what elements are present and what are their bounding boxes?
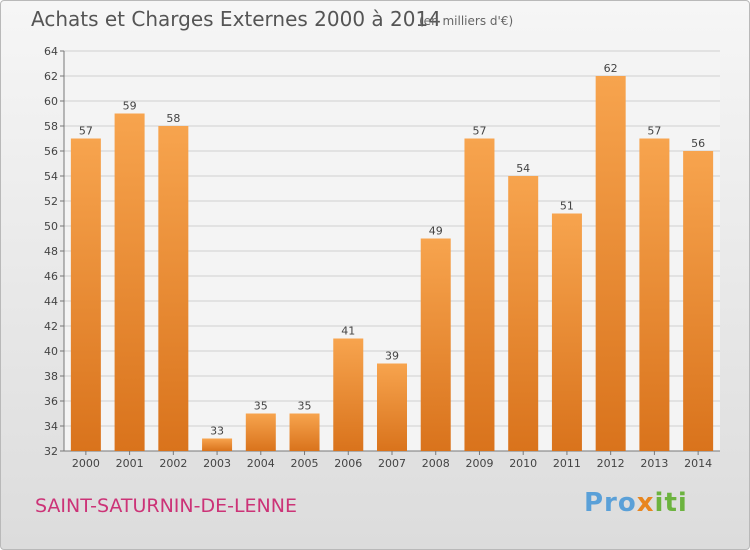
x-tick-label: 2006 bbox=[334, 457, 362, 470]
y-tick-label: 60 bbox=[44, 95, 58, 108]
x-tick-label: 2001 bbox=[116, 457, 144, 470]
x-tick-label: 2008 bbox=[422, 457, 450, 470]
x-tick-label: 2011 bbox=[553, 457, 581, 470]
bar-value-label: 58 bbox=[166, 112, 180, 125]
y-tick-label: 44 bbox=[44, 295, 58, 308]
bar-2014 bbox=[683, 151, 714, 451]
y-tick-label: 48 bbox=[44, 245, 58, 258]
y-tick-label: 54 bbox=[44, 170, 58, 183]
bar-value-label: 33 bbox=[210, 425, 224, 438]
y-tick-label: 50 bbox=[44, 220, 58, 233]
x-tick-label: 2010 bbox=[509, 457, 537, 470]
bar-2010 bbox=[508, 176, 539, 451]
y-tick-label: 40 bbox=[44, 345, 58, 358]
x-tick-label: 2009 bbox=[465, 457, 493, 470]
proxiti-logo: Proxiti bbox=[584, 488, 688, 518]
bar-2001 bbox=[114, 113, 145, 451]
x-tick-label: 2007 bbox=[378, 457, 406, 470]
logo-part-3: iti bbox=[654, 488, 688, 518]
bar-value-label: 56 bbox=[691, 137, 705, 150]
bar-2012 bbox=[595, 76, 626, 451]
y-tick-label: 52 bbox=[44, 195, 58, 208]
bar-value-label: 49 bbox=[429, 225, 443, 238]
bar-value-label: 35 bbox=[298, 400, 312, 413]
y-tick-label: 56 bbox=[44, 145, 58, 158]
bar-2000 bbox=[70, 138, 101, 451]
x-tick-label: 2003 bbox=[203, 457, 231, 470]
y-tick-label: 32 bbox=[44, 445, 58, 458]
x-tick-label: 2004 bbox=[247, 457, 275, 470]
y-tick-label: 58 bbox=[44, 120, 58, 133]
bar-2008 bbox=[420, 238, 451, 451]
y-tick-label: 42 bbox=[44, 320, 58, 333]
commune-name: SAINT-SATURNIN-DE-LENNE bbox=[35, 495, 297, 517]
x-tick-label: 2014 bbox=[684, 457, 712, 470]
y-tick-label: 36 bbox=[44, 395, 58, 408]
bar-2005 bbox=[289, 413, 320, 451]
bar-2004 bbox=[245, 413, 276, 451]
bar-value-label: 39 bbox=[385, 350, 399, 363]
bar-value-label: 57 bbox=[647, 125, 661, 138]
bar-value-label: 57 bbox=[472, 125, 486, 138]
bar-value-label: 54 bbox=[516, 162, 530, 175]
bar-2003 bbox=[202, 438, 233, 451]
bar-2011 bbox=[551, 213, 582, 451]
y-tick-label: 64 bbox=[44, 45, 58, 58]
bar-2006 bbox=[333, 338, 364, 451]
bar-value-label: 51 bbox=[560, 200, 574, 213]
x-tick-label: 2013 bbox=[640, 457, 668, 470]
logo-part-2: x bbox=[636, 488, 655, 518]
bar-2013 bbox=[639, 138, 670, 451]
bar-value-label: 57 bbox=[79, 125, 93, 138]
y-tick-label: 34 bbox=[44, 420, 58, 433]
bar-2009 bbox=[464, 138, 495, 451]
chart-subtitle: (en milliers d'€) bbox=[419, 14, 514, 28]
logo-part-1: Pro bbox=[584, 488, 637, 518]
y-tick-label: 46 bbox=[44, 270, 58, 283]
y-tick-label: 62 bbox=[44, 70, 58, 83]
bar-value-label: 41 bbox=[341, 325, 355, 338]
x-tick-label: 2002 bbox=[159, 457, 187, 470]
bar-2007 bbox=[377, 363, 407, 451]
bar-2002 bbox=[158, 126, 189, 451]
bar-value-label: 62 bbox=[604, 62, 618, 75]
x-tick-label: 2012 bbox=[597, 457, 625, 470]
x-tick-label: 2005 bbox=[291, 457, 319, 470]
chart-title: Achats et Charges Externes 2000 à 2014 bbox=[31, 7, 441, 31]
x-tick-label: 2000 bbox=[72, 457, 100, 470]
y-tick-label: 38 bbox=[44, 370, 58, 383]
bar-value-label: 59 bbox=[123, 100, 137, 113]
bar-value-label: 35 bbox=[254, 400, 268, 413]
